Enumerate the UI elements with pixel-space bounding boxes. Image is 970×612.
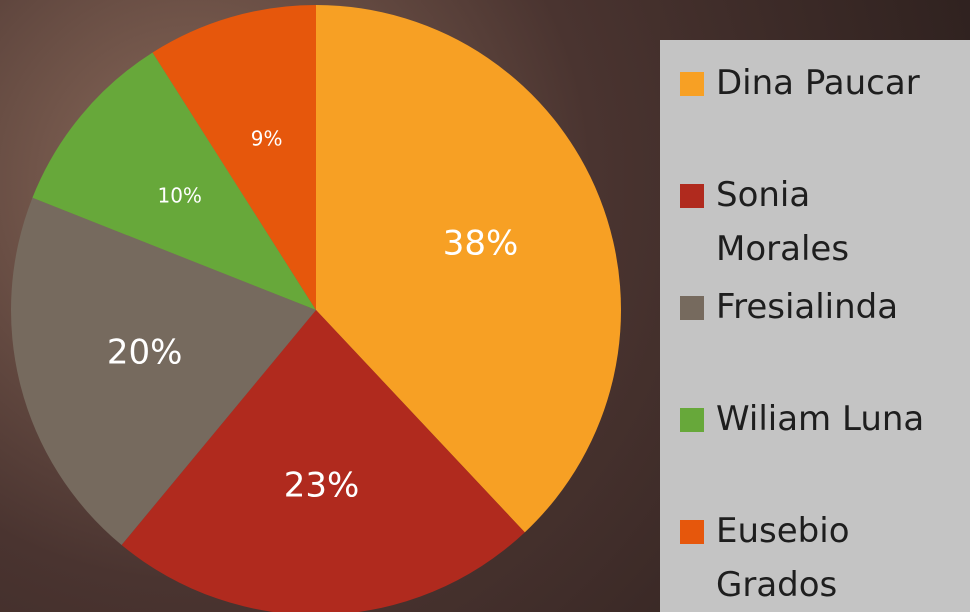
legend: Dina Paucar Sonia Morales Fresialinda Wilia… [660, 40, 970, 612]
legend-label: Wiliam Luna [716, 399, 924, 439]
legend-label: Eusebio Grados [716, 511, 850, 605]
legend-item: Sonia Morales [678, 168, 948, 276]
legend-label: Dina Paucar [716, 63, 920, 103]
data-label: 9% [251, 127, 283, 151]
legend-item: Eusebio Grados [678, 504, 948, 612]
legend-swatch [680, 72, 704, 96]
data-label: 23% [284, 465, 360, 505]
legend-item: Fresialinda [678, 280, 948, 334]
page: 38% 23% 20% 10% 9% Dina Paucar Sonia Morales F… [0, 0, 970, 612]
legend-label: Sonia Morales [716, 175, 849, 269]
legend-swatch [680, 296, 704, 320]
data-label: 10% [157, 184, 201, 208]
legend-swatch [680, 408, 704, 432]
legend-swatch [680, 184, 704, 208]
legend-item: Wiliam Luna [678, 392, 948, 446]
pie-chart: 38% 23% 20% 10% 9% [0, 0, 660, 612]
legend-label: Fresialinda [716, 287, 898, 327]
legend-swatch [680, 520, 704, 544]
data-label: 38% [443, 223, 519, 263]
legend-item: Dina Paucar [678, 56, 948, 110]
data-label: 20% [107, 332, 183, 372]
